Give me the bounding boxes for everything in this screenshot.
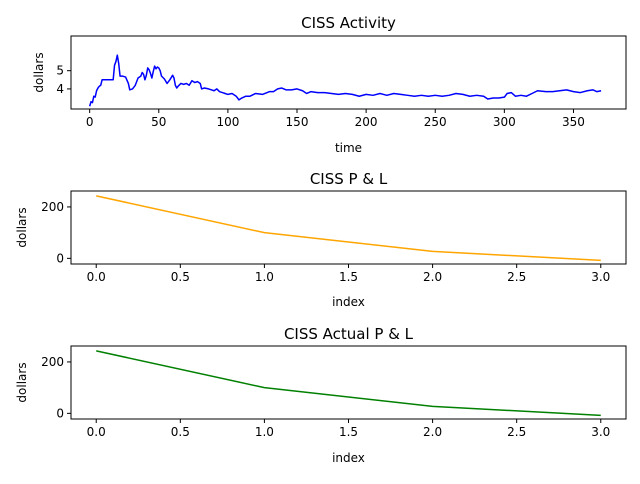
- y-axis-label-actual-pl: dollars: [15, 362, 29, 402]
- x-tick-label: 0.0: [87, 270, 106, 284]
- series-pl: [96, 195, 601, 262]
- ticks-pl: 0.0 0.5 1.0 1.5 2.0 2.5 3.0 0 200: [41, 200, 610, 284]
- x-tick-label: 2.0: [423, 425, 442, 439]
- x-axis-label-activity: time: [335, 141, 362, 155]
- y-tick-label: 0: [56, 251, 64, 265]
- x-tick-label: 0: [86, 115, 94, 129]
- series-line: [96, 350, 601, 417]
- series-line: [96, 195, 601, 262]
- series-actual-pl: [96, 350, 601, 417]
- chart-title-activity: CISS Activity: [301, 14, 396, 32]
- x-tick-label: 1.5: [339, 270, 358, 284]
- x-tick-label: 0.0: [87, 425, 106, 439]
- chart-panel-actual-pl: CISS Actual P & L index dollars 0.0 0.5 1.…: [15, 325, 627, 465]
- x-tick-label: 200: [355, 115, 378, 129]
- x-tick-label: 50: [151, 115, 166, 129]
- chart-panel-pl: CISS P & L index dollars 0.0 0.5 1.0 1.5 2.0…: [15, 170, 627, 309]
- y-axis-label-pl: dollars: [15, 207, 29, 247]
- x-tick-label: 1.0: [255, 425, 274, 439]
- chart-title-actual-pl: CISS Actual P & L: [284, 325, 414, 343]
- x-tick-label: 3.0: [591, 270, 610, 284]
- ticks-activity: 0 50 100 150 200 250 300 350 4 5: [56, 64, 585, 129]
- x-tick-label: 0.5: [171, 425, 190, 439]
- x-tick-label: 0.5: [171, 270, 190, 284]
- series-line: [88, 54, 602, 107]
- ticks-actual-pl: 0.0 0.5 1.0 1.5 2.0 2.5 3.0 0 200: [41, 355, 610, 439]
- y-axis-label-activity: dollars: [32, 52, 46, 92]
- x-tick-label: 1.0: [255, 270, 274, 284]
- series-activity: [88, 54, 602, 107]
- x-tick-label: 2.5: [507, 425, 526, 439]
- plot-area-pl: [70, 190, 627, 265]
- x-axis-label-pl: index: [332, 295, 365, 309]
- x-tick-label: 3.0: [591, 425, 610, 439]
- x-tick-label: 2.5: [507, 270, 526, 284]
- chart-panel-activity: CISS Activity time dollars 0 50 100 150 200 2…: [32, 14, 627, 155]
- x-tick-label: 2.0: [423, 270, 442, 284]
- y-tick-label: 0: [56, 406, 64, 420]
- x-tick-label: 350: [562, 115, 585, 129]
- plot-area-actual-pl: [70, 345, 627, 420]
- x-tick-label: 150: [286, 115, 309, 129]
- y-tick-label: 200: [41, 355, 64, 369]
- y-tick-label: 4: [56, 82, 64, 96]
- y-tick-label: 5: [56, 64, 64, 78]
- x-tick-label: 100: [216, 115, 239, 129]
- x-axis-label-actual-pl: index: [332, 451, 365, 465]
- chart-title-pl: CISS P & L: [310, 170, 388, 188]
- x-tick-label: 300: [493, 115, 516, 129]
- plot-area-activity: [70, 35, 627, 110]
- x-tick-label: 250: [424, 115, 447, 129]
- x-tick-label: 1.5: [339, 425, 358, 439]
- y-tick-label: 200: [41, 200, 64, 214]
